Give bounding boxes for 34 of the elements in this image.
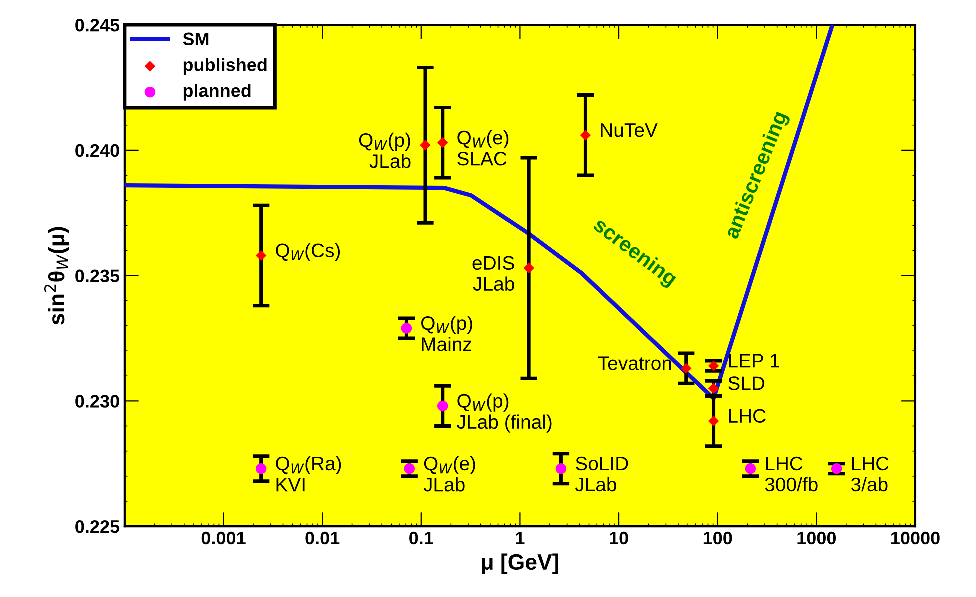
annotation: NuTeV — [601, 124, 658, 138]
x-tick-label: 0.001 — [202, 532, 246, 545]
legend-label: planned — [184, 84, 251, 101]
y-tick-label: 0.235 — [76, 270, 120, 283]
y-tick-label: 0.245 — [76, 19, 120, 32]
y-tick-label: 0.240 — [76, 144, 120, 158]
annotation: Q$_{W}$(Cs) — [276, 243, 340, 262]
legend-label: published — [184, 58, 267, 75]
annotation: Q$_{W}$(e) JLab — [424, 456, 476, 492]
annotation: Q$_{W}$(Ra) KVI — [276, 456, 342, 492]
x-tick-label: 10 — [610, 532, 628, 545]
annotation: LHC 3/ab — [851, 456, 889, 492]
x-tick-label: 0.01 — [306, 532, 340, 545]
annotation: Q$_{W}$(e) SLAC — [458, 130, 509, 166]
x-tick-label: 100 — [704, 532, 732, 545]
annotation: LEP 1 — [729, 354, 780, 368]
y-tick-label: 0.225 — [76, 520, 120, 534]
annotation: SLD — [728, 376, 765, 390]
legend-label: SM — [183, 32, 209, 46]
x-tick-label: 0.1 — [410, 532, 434, 545]
annotation: LHC 300/fb — [765, 456, 818, 492]
annotation: LHC — [729, 409, 766, 424]
annotation: Tevatron — [598, 356, 672, 370]
x-axis-title: μ [GeV] — [482, 554, 558, 575]
annotation: Q$_{W}$(p) JLab (final) — [457, 394, 552, 433]
annotation: eDIS JLab — [472, 256, 514, 292]
y-tick-label: 0.230 — [76, 395, 120, 408]
annotation: SoLID JLab — [575, 456, 628, 492]
x-tick-label: 1 — [516, 532, 525, 544]
annotation: Q$_{W}$(p) JLab — [359, 132, 411, 168]
x-tick-label: 1000 — [798, 532, 836, 545]
y-axis-title: sin$^{2}$θ$_{W}$(μ) — [44, 227, 70, 325]
annotation: Q$_{W}$(p) Mainz — [422, 316, 472, 352]
x-tick-label: 10000 — [892, 532, 940, 545]
